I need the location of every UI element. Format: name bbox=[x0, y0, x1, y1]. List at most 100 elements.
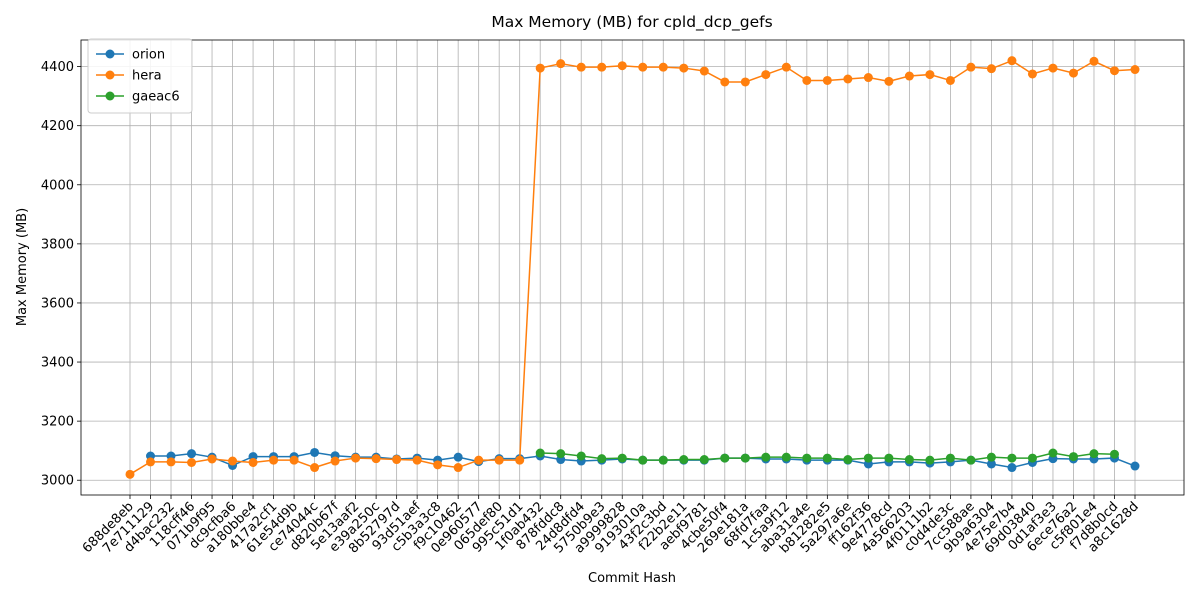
data-point-hera bbox=[515, 455, 525, 465]
data-point-gaeac6 bbox=[1089, 449, 1099, 459]
legend-label: orion bbox=[132, 48, 165, 63]
data-point-hera bbox=[720, 77, 730, 87]
y-tick-label: 3200 bbox=[41, 415, 74, 430]
data-point-hera bbox=[658, 62, 668, 72]
data-point-hera bbox=[351, 453, 361, 463]
series-hera bbox=[125, 56, 1140, 479]
legend-item-orion: orion bbox=[96, 48, 165, 63]
data-point-hera bbox=[597, 62, 607, 72]
data-point-hera bbox=[289, 455, 299, 465]
data-point-hera bbox=[474, 455, 484, 465]
data-point-hera bbox=[884, 76, 894, 86]
data-point-gaeac6 bbox=[843, 455, 853, 465]
x-axis-label: Commit Hash bbox=[588, 571, 676, 586]
data-point-gaeac6 bbox=[535, 448, 545, 458]
data-point-gaeac6 bbox=[904, 455, 914, 465]
data-point-hera bbox=[679, 63, 689, 73]
legend-item-hera: hera bbox=[96, 69, 162, 84]
data-point-hera bbox=[1089, 56, 1099, 66]
data-point-gaeac6 bbox=[679, 455, 689, 465]
y-tick-label: 3000 bbox=[41, 474, 74, 489]
data-point-hera bbox=[187, 458, 197, 467]
data-point-gaeac6 bbox=[658, 455, 668, 465]
data-point-orion bbox=[187, 449, 197, 459]
data-point-hera bbox=[228, 456, 238, 466]
data-point-gaeac6 bbox=[822, 453, 832, 463]
data-point-gaeac6 bbox=[576, 451, 586, 461]
legend-marker bbox=[105, 49, 115, 59]
data-point-hera bbox=[1068, 68, 1078, 78]
series-gaeac6 bbox=[535, 448, 1119, 465]
series-layer bbox=[125, 56, 1140, 479]
data-point-hera bbox=[433, 460, 443, 470]
data-point-gaeac6 bbox=[1109, 449, 1119, 459]
data-point-hera bbox=[248, 458, 258, 467]
data-point-hera bbox=[1048, 63, 1058, 73]
data-point-gaeac6 bbox=[740, 453, 750, 463]
data-point-hera bbox=[925, 70, 935, 80]
data-point-gaeac6 bbox=[699, 455, 709, 465]
data-point-gaeac6 bbox=[556, 449, 566, 459]
grid bbox=[81, 40, 1184, 495]
data-point-hera bbox=[822, 75, 832, 85]
data-point-orion bbox=[453, 452, 463, 462]
data-point-hera bbox=[761, 70, 771, 80]
data-point-gaeac6 bbox=[802, 453, 812, 463]
data-point-hera bbox=[617, 61, 627, 71]
data-point-hera bbox=[576, 62, 586, 72]
legend-marker bbox=[105, 70, 115, 80]
data-point-hera bbox=[535, 63, 545, 73]
data-point-gaeac6 bbox=[966, 455, 976, 465]
y-tick-label: 3400 bbox=[41, 356, 74, 371]
data-point-hera bbox=[863, 73, 873, 83]
data-point-gaeac6 bbox=[761, 452, 771, 462]
data-point-hera bbox=[494, 455, 504, 465]
data-point-gaeac6 bbox=[1007, 453, 1017, 463]
data-point-hera bbox=[699, 66, 709, 76]
data-point-hera bbox=[125, 469, 135, 479]
data-point-gaeac6 bbox=[986, 452, 996, 462]
data-point-hera bbox=[843, 74, 853, 84]
data-point-hera bbox=[453, 463, 463, 473]
data-point-gaeac6 bbox=[863, 453, 873, 463]
data-point-hera bbox=[412, 455, 422, 465]
data-point-hera bbox=[638, 62, 648, 72]
data-point-hera bbox=[802, 75, 812, 85]
data-point-gaeac6 bbox=[638, 455, 648, 465]
data-point-gaeac6 bbox=[1027, 453, 1037, 463]
data-point-hera bbox=[1130, 65, 1140, 75]
data-point-orion bbox=[986, 459, 996, 469]
data-point-gaeac6 bbox=[781, 452, 791, 462]
data-point-hera bbox=[166, 457, 176, 467]
legend-marker bbox=[105, 91, 115, 101]
legend-label: gaeac6 bbox=[132, 90, 180, 105]
data-point-orion bbox=[1007, 463, 1017, 473]
data-point-gaeac6 bbox=[597, 454, 607, 464]
legend-item-gaeac6: gaeac6 bbox=[96, 90, 180, 105]
data-point-gaeac6 bbox=[617, 453, 627, 463]
y-tick-label: 3800 bbox=[41, 237, 74, 252]
chart-title: Max Memory (MB) for cpld_dcp_gefs bbox=[491, 13, 772, 32]
data-point-gaeac6 bbox=[1068, 452, 1078, 462]
data-point-gaeac6 bbox=[884, 453, 894, 463]
y-tick-label: 3600 bbox=[41, 296, 74, 311]
data-point-gaeac6 bbox=[1048, 448, 1058, 458]
data-point-orion bbox=[1130, 461, 1140, 471]
data-point-gaeac6 bbox=[945, 453, 955, 463]
data-point-hera bbox=[1109, 66, 1119, 76]
y-tick-label: 4400 bbox=[41, 60, 74, 75]
data-point-hera bbox=[781, 62, 791, 72]
data-point-hera bbox=[1027, 69, 1037, 79]
data-point-hera bbox=[371, 454, 381, 464]
data-point-hera bbox=[966, 62, 976, 72]
legend-label: hera bbox=[132, 69, 162, 84]
data-point-hera bbox=[269, 455, 279, 465]
legend: orion hera gaeac6 bbox=[87, 38, 193, 114]
data-point-orion bbox=[310, 447, 320, 457]
data-point-hera bbox=[556, 59, 566, 69]
data-point-hera bbox=[146, 457, 156, 467]
data-point-gaeac6 bbox=[720, 453, 730, 463]
data-point-hera bbox=[1007, 56, 1017, 66]
series-line-hera bbox=[129, 59, 1136, 475]
